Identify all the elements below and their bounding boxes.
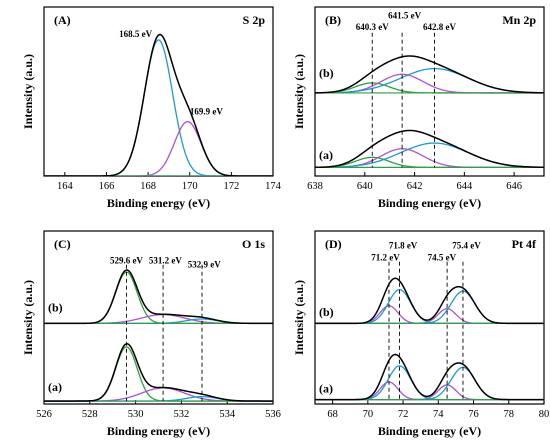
x-tick-label: 642 <box>407 181 423 192</box>
panel-element-label: Pt 4f <box>512 237 537 251</box>
x-tick-label: 646 <box>506 181 522 192</box>
x-tick-label: 526 <box>36 409 52 420</box>
component-peak-curve <box>44 387 273 402</box>
y-axis-title: Intensity (a.u.) <box>292 280 306 355</box>
panel-element-label: Mn 2p <box>502 13 536 27</box>
x-tick-label: 530 <box>128 409 144 420</box>
plot-area <box>44 269 273 402</box>
x-tick-label: 172 <box>223 181 239 192</box>
x-tick-label: 72 <box>398 409 409 420</box>
peak-label: 74.5 eV <box>428 252 457 262</box>
envelope-curve <box>44 33 273 176</box>
peak-label: 71.2 eV <box>371 252 400 262</box>
envelope-curve <box>44 269 273 325</box>
plot-frame <box>43 6 274 177</box>
envelope-curve <box>315 55 544 94</box>
x-tick-label: 640 <box>357 181 373 192</box>
x-tick-label: 170 <box>182 181 198 192</box>
trace-label: (a) <box>48 380 62 394</box>
x-tick-label: 168 <box>140 181 156 192</box>
plot-frame <box>314 6 545 177</box>
envelope-curve <box>44 342 273 402</box>
trace-label: (b) <box>48 301 63 315</box>
x-tick-label: 70 <box>363 409 374 420</box>
component-peak-curve <box>315 308 544 325</box>
x-tick-label: 80 <box>539 409 550 420</box>
x-tick-label: 164 <box>57 181 74 192</box>
component-peak-curve <box>44 313 273 325</box>
plot-area <box>315 277 544 401</box>
y-axis-title: Intensity (a.u.) <box>292 54 306 129</box>
x-axis-title: Binding energy (eV) <box>107 424 210 438</box>
plot-area <box>315 55 544 169</box>
peak-label: 642.8 eV <box>423 22 456 32</box>
x-tick-label: 78 <box>504 409 515 420</box>
envelope-curve <box>315 353 544 401</box>
peak-label: 529.6 eV <box>110 255 143 265</box>
trace-label: (b) <box>319 305 334 319</box>
peak-label: 75.4 eV <box>452 241 481 251</box>
panel-element-label: O 1s <box>242 237 265 251</box>
y-axis-title: Intensity (a.u.) <box>21 54 35 129</box>
component-peak-curve <box>44 120 273 176</box>
x-tick-label: 174 <box>265 181 282 192</box>
plot-frame <box>314 230 545 405</box>
panel-a: 164 166 168 170 172 174 Binding energy (eV) Int… <box>21 6 282 210</box>
envelope-curve <box>315 129 544 169</box>
panel-tag: (B) <box>325 13 341 27</box>
trace-label: (a) <box>319 148 333 162</box>
envelope-curve <box>315 277 544 325</box>
x-tick-label: 74 <box>433 409 444 420</box>
trace-label: (a) <box>319 381 333 395</box>
y-axis-title: Intensity (a.u.) <box>21 280 35 355</box>
panel-tag: (D) <box>325 237 342 251</box>
component-peak-curve <box>315 366 544 401</box>
component-peak-curve <box>44 346 273 402</box>
x-tick-label: 166 <box>99 181 115 192</box>
x-tick-label: 534 <box>219 409 236 420</box>
x-tick-label: 532 <box>174 409 190 420</box>
panel-c: 526 528 530 532 534 536 Binding energy (eV) Int… <box>21 230 281 438</box>
component-peak-curve <box>315 290 544 325</box>
peak-label: 168.5 eV <box>119 29 152 39</box>
component-peak-curve <box>315 384 544 401</box>
panel-b: 638 640 642 644 646 Binding energy (eV) Intens… <box>292 6 545 210</box>
peak-label: 641.5 eV <box>388 10 421 20</box>
component-peak-curve <box>315 365 544 401</box>
panel-tag: (A) <box>54 13 71 27</box>
peak-label: 531.2 eV <box>149 255 182 265</box>
peak-label: 640.3 eV <box>356 22 389 32</box>
panel-element-label: S 2p <box>243 13 266 27</box>
trace-label: (b) <box>319 66 334 80</box>
x-tick-label: 638 <box>307 181 323 192</box>
component-peak-curve <box>315 288 544 325</box>
x-axis-title: Binding energy (eV) <box>378 424 481 438</box>
component-peak-curve <box>44 271 273 325</box>
x-tick-label: 68 <box>327 409 338 420</box>
x-axis-title: Binding energy (eV) <box>107 196 210 210</box>
x-tick-label: 528 <box>82 409 98 420</box>
x-tick-label: 536 <box>265 409 281 420</box>
x-tick-label: 644 <box>456 181 473 192</box>
peak-label: 169.9 eV <box>190 106 223 116</box>
x-axis-title: Binding energy (eV) <box>378 196 481 210</box>
plot-frame <box>43 230 274 405</box>
x-tick-label: 76 <box>468 409 479 420</box>
component-peak-curve <box>44 39 273 176</box>
peak-label: 532.9 eV <box>188 260 221 270</box>
panel-tag: (C) <box>54 237 71 251</box>
plot-area <box>44 33 273 176</box>
peak-label: 71.8 eV <box>389 241 418 251</box>
panel-d: 68 70 72 74 76 78 80 Binding energy (eV) Intensi… <box>292 230 550 438</box>
